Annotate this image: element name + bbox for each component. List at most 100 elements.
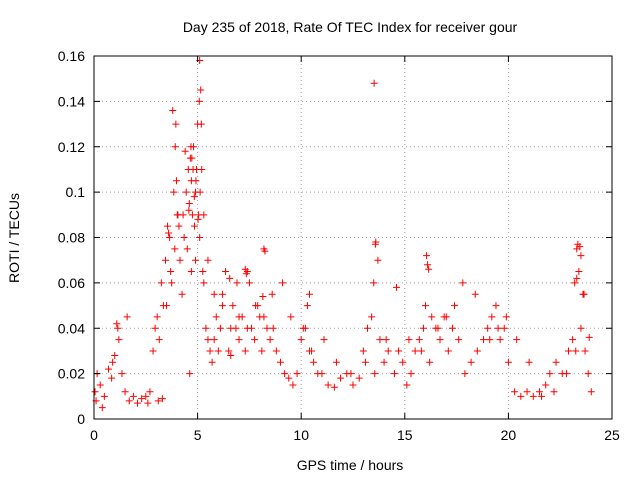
data-point [206, 347, 214, 355]
data-point [480, 336, 488, 344]
data-point [268, 290, 276, 298]
data-point [172, 177, 180, 185]
data-point [225, 347, 233, 355]
data-point [164, 222, 172, 230]
data-point [245, 279, 253, 287]
data-point [146, 388, 154, 396]
data-point [226, 274, 234, 282]
data-point [442, 313, 450, 321]
data-point [218, 302, 226, 310]
data-point [91, 388, 99, 396]
data-point [105, 365, 113, 373]
data-point [200, 211, 208, 219]
data-point [405, 336, 413, 344]
data-point [467, 358, 475, 366]
data-point [281, 370, 289, 378]
data-point [562, 370, 570, 378]
data-point [171, 143, 179, 151]
data-point [263, 324, 271, 332]
data-point [243, 324, 251, 332]
x-tick-label: 10 [293, 427, 309, 443]
data-point [417, 347, 425, 355]
data-point [330, 383, 338, 391]
x-tick-label: 25 [604, 427, 620, 443]
data-point [422, 302, 430, 310]
data-point [153, 313, 161, 321]
data-point [109, 358, 117, 366]
data-point [200, 279, 208, 287]
data-point [189, 165, 197, 173]
data-point [183, 245, 191, 253]
data-point [168, 279, 176, 287]
data-point [484, 324, 492, 332]
data-point [494, 324, 502, 332]
data-point [190, 193, 198, 201]
data-point [380, 358, 388, 366]
data-point [434, 324, 442, 332]
data-point [208, 358, 216, 366]
data-point [144, 399, 152, 407]
data-point [212, 313, 220, 321]
data-point [204, 256, 212, 264]
data-point [129, 392, 137, 400]
data-point [423, 252, 431, 260]
data-point [580, 290, 588, 298]
data-point [197, 86, 205, 94]
data-point [111, 351, 119, 359]
data-point [289, 381, 297, 389]
data-point [552, 358, 560, 366]
data-point [172, 120, 180, 128]
data-point [123, 313, 131, 321]
data-point [121, 388, 129, 396]
data-point [118, 370, 126, 378]
data-point [504, 358, 512, 366]
data-point [173, 211, 181, 219]
points-layer [91, 57, 595, 412]
data-point [169, 106, 177, 114]
data-point [573, 274, 581, 282]
data-point [426, 358, 434, 366]
data-point [154, 397, 162, 405]
data-point [261, 247, 269, 255]
data-point [287, 313, 295, 321]
data-point [196, 234, 204, 241]
data-point [192, 177, 200, 185]
data-point [571, 279, 579, 287]
data-point [113, 320, 121, 328]
data-point [574, 240, 582, 248]
data-point [492, 302, 500, 310]
data-point [428, 313, 436, 321]
data-point [444, 347, 452, 355]
y-tick-label: 0.14 [58, 93, 85, 109]
data-point [178, 290, 186, 298]
data-point [424, 261, 432, 269]
data-point [318, 370, 326, 378]
data-point [538, 392, 546, 400]
data-point [303, 302, 311, 310]
data-point [227, 351, 235, 359]
data-point [241, 347, 249, 355]
y-tick-label: 0 [77, 411, 85, 427]
data-point [163, 302, 171, 310]
data-point [158, 395, 166, 403]
data-point [305, 290, 313, 298]
data-point [399, 358, 407, 366]
data-point [210, 290, 218, 298]
data-point [115, 336, 123, 344]
data-point [502, 313, 510, 321]
y-tick-label: 0.1 [66, 184, 86, 200]
data-point [407, 370, 415, 378]
x-tick-label: 0 [90, 427, 98, 443]
data-point [114, 324, 122, 332]
data-point [496, 336, 504, 344]
data-point [185, 199, 193, 207]
data-point [233, 279, 241, 287]
y-tick-label: 0.02 [58, 366, 85, 382]
data-point [584, 370, 592, 378]
data-point [151, 324, 159, 332]
data-point [269, 324, 277, 332]
data-point [415, 336, 423, 344]
data-point [241, 265, 249, 273]
data-point [310, 358, 318, 366]
